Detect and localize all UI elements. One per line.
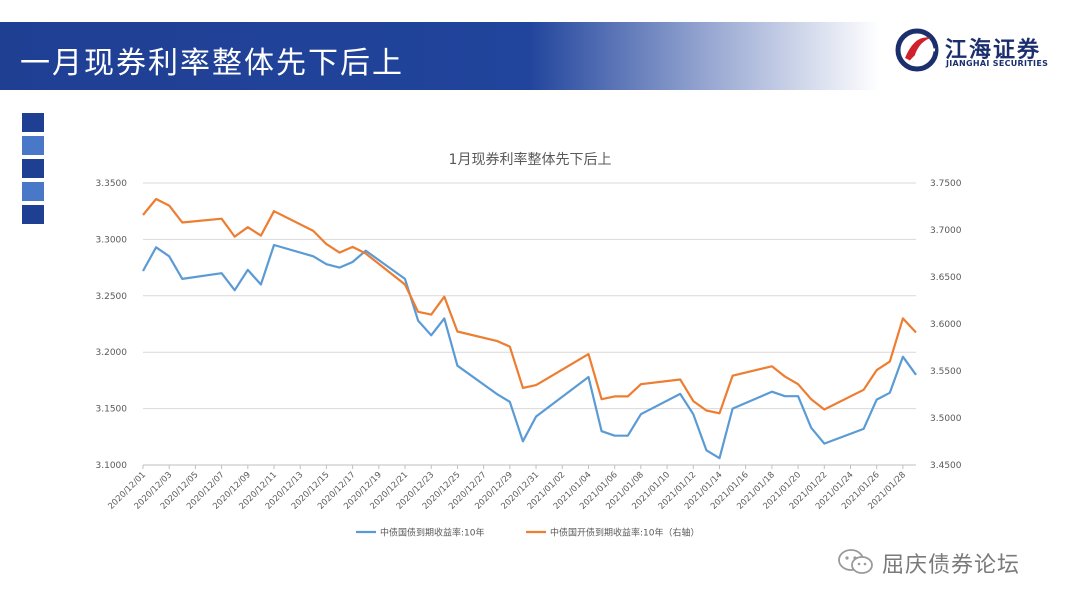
page-title: 一月现券利率整体先下后上: [20, 46, 404, 81]
jianghai-logo-icon: [895, 28, 939, 72]
y2-tick-label: 3.6500: [930, 273, 962, 283]
decor-square: [22, 113, 44, 132]
y-tick-label: 3.3000: [96, 235, 128, 245]
y2-tick-label: 3.5000: [930, 414, 962, 424]
y2-tick-label: 3.4500: [930, 461, 962, 471]
y2-tick-label: 3.5500: [930, 367, 962, 377]
y2-tick-label: 3.7500: [930, 179, 962, 189]
y-tick-label: 3.3500: [96, 179, 128, 189]
logo-text-en: JIANGHAI SECURITIES: [946, 59, 1049, 68]
header-banner: [0, 22, 880, 90]
company-logo: 江海证券 JIANGHAI SECURITIES: [895, 28, 1065, 78]
source-watermark: 屈庆债券论坛: [836, 545, 1066, 579]
y2-tick-label: 3.6000: [930, 320, 962, 330]
wechat-icon: [838, 549, 873, 574]
chart-gridlines: [143, 182, 916, 466]
chart-title: 1月现券利率整体先下后上: [449, 151, 612, 168]
decor-square: [22, 182, 44, 201]
y-tick-label: 3.1000: [96, 461, 128, 471]
side-decoration: [22, 113, 44, 228]
chart-series: [142, 197, 917, 460]
decor-square: [22, 159, 44, 178]
series-line-2: [142, 197, 917, 415]
decor-square: [22, 136, 44, 155]
y2-tick-label: 3.7000: [930, 226, 962, 236]
legend-label: 中债国开债到期收益率:10年（右轴）: [550, 527, 700, 539]
y-tick-label: 3.2500: [96, 292, 128, 302]
chart-legend: 中债国债到期收益率:10年 中债国开债到期收益率:10年（右轴）: [356, 527, 700, 539]
series-line-1: [142, 243, 917, 460]
chart-axes: 3.1000 3.1500 3.2000 3.2500 3.3000 3.3500 3.45…: [96, 179, 962, 512]
y-tick-label: 3.1500: [96, 405, 128, 415]
logo-text-cn: 江海证券: [945, 38, 1042, 63]
decor-square: [22, 205, 44, 224]
legend-label: 中债国债到期收益率:10年: [380, 527, 485, 539]
y-tick-label: 3.2000: [96, 348, 128, 358]
source-text: 屈庆债券论坛: [882, 553, 1021, 578]
